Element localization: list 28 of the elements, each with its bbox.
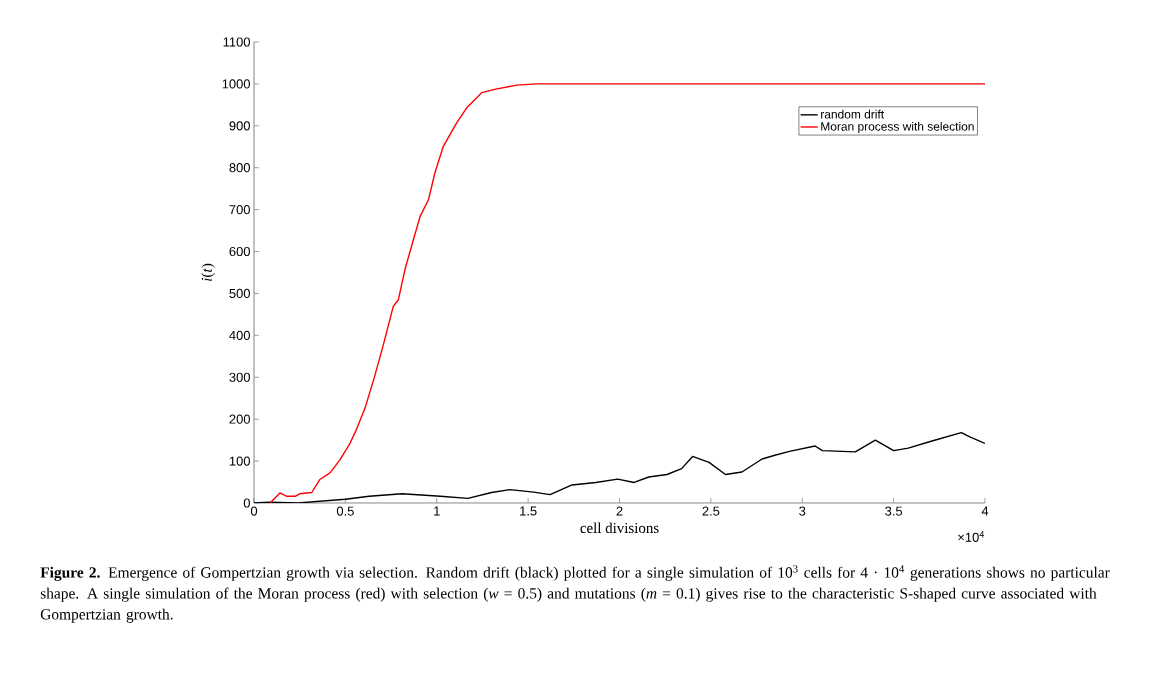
x-tick-label: 1 <box>434 506 440 516</box>
x-tick-label: 2.5 <box>702 506 720 516</box>
y-tick-label: 400 <box>229 330 250 340</box>
y-tick-label: 0 <box>243 498 250 508</box>
x-tick-label: 0 <box>250 506 258 516</box>
text: Figure 2. Emergence of Gompertzian growth via selection. Random drift (black) plotted for a single simulation of 10$^{3}$ cells for 4 · 10$^{4}$ generations shows no particular shape. A single simulation of the Moran process (red) with selection (w = 0.5) and mutations (m = 0.1) gives rise to the characteristic S-shaped curve associated with Gompertzian growth. <box>40 565 1110 623</box>
y-tick-label: 900 <box>229 121 250 131</box>
x-tick-label: 4 <box>981 506 989 516</box>
x-tick-label: 2 <box>616 506 623 516</box>
x-axis-title: cell divisions <box>580 522 659 534</box>
y-tick-label: 300 <box>229 372 250 382</box>
y-tick-label: 600 <box>229 246 250 257</box>
y-axis-title: i(t) <box>201 263 215 281</box>
line-series <box>269 83 986 503</box>
y-tick-label: 200 <box>229 414 250 424</box>
text: ×10$^{4}$ <box>958 531 985 542</box>
y-tick-label: 700 <box>229 205 250 215</box>
legend-label: Moran process with selection <box>821 121 974 134</box>
x-tick-label: 1.5 <box>520 506 537 516</box>
y-tick-label: 1000 <box>222 79 250 89</box>
y-tick-label: 1100 <box>223 37 250 47</box>
y-tick-label: 500 <box>229 288 250 299</box>
x-tick-label: 0.5 <box>336 506 354 516</box>
legend-label: random drift <box>821 109 884 119</box>
y-tick-label: 100 <box>229 456 250 466</box>
x-tick-label: 3 <box>799 506 806 516</box>
y-tick-label: 800 <box>229 163 250 173</box>
x-tick-label: 3.5 <box>885 506 903 516</box>
